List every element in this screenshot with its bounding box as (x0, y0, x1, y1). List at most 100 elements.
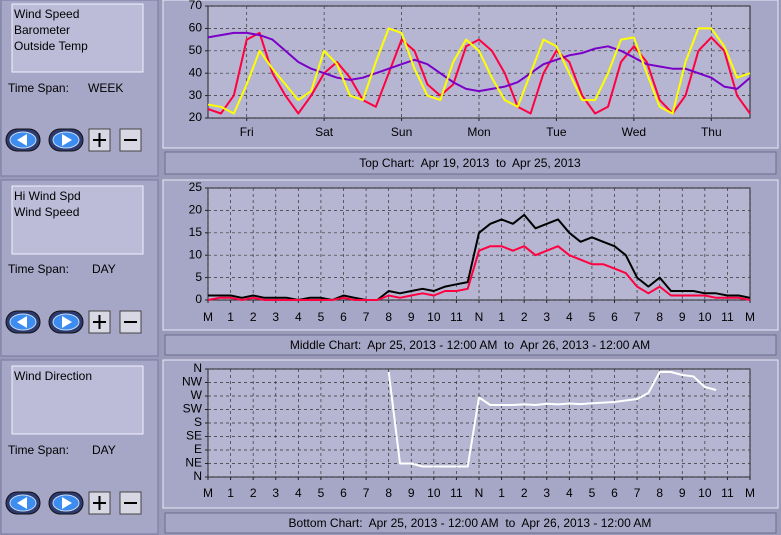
x-tick-label: Sun (391, 125, 412, 139)
y-tick-label: 50 (189, 43, 203, 57)
chart-caption: Bottom Chart: Apr 25, 2013 - 12:00 AM to… (289, 516, 652, 530)
zoom-out-button[interactable] (119, 491, 142, 515)
series-line (207, 31, 751, 93)
arrow-icon (62, 316, 72, 328)
arrow-icon (17, 316, 27, 328)
x-tick-label: 1 (227, 486, 234, 500)
y-tick-label: 30 (189, 88, 203, 102)
x-tick-label: 6 (611, 310, 618, 324)
time-span-label: Time Span: (8, 262, 69, 276)
x-tick-label: 3 (543, 486, 550, 500)
y-tick-label: E (194, 442, 202, 456)
x-tick-label: M (745, 486, 755, 500)
x-tick-label: 8 (385, 486, 392, 500)
x-tick-label: 5 (589, 310, 596, 324)
x-tick-label: Fri (240, 125, 254, 139)
time-span: DAY (92, 262, 116, 276)
x-tick-label: 7 (634, 310, 641, 324)
x-tick-label: 2 (521, 486, 528, 500)
x-tick-label: 2 (250, 486, 257, 500)
arrow-icon (17, 134, 27, 146)
x-tick-label: M (203, 310, 213, 324)
x-tick-label: Mon (467, 125, 490, 139)
x-tick-label: N (475, 310, 484, 324)
chart-caption: Top Chart: Apr 19, 2013 to Apr 25, 2013 (359, 156, 581, 170)
series-item: Wind Speed (14, 7, 79, 21)
x-tick-label: 9 (408, 486, 415, 500)
y-tick-label: 20 (189, 110, 203, 124)
y-tick-label: 5 (195, 270, 202, 284)
x-tick-label: 9 (679, 486, 686, 500)
x-tick-label: 8 (385, 310, 392, 324)
x-tick-label: 5 (589, 486, 596, 500)
time-span-label: Time Span: (8, 81, 69, 95)
series-line (207, 31, 751, 115)
x-tick-label: 4 (566, 310, 573, 324)
x-tick-label: 7 (634, 486, 641, 500)
x-tick-label: 10 (698, 486, 712, 500)
nav-forward-button[interactable] (48, 491, 84, 515)
zoom-out-button[interactable] (119, 310, 142, 334)
x-tick-label: N (475, 486, 484, 500)
series-item: Wind Direction (14, 369, 92, 383)
caption-bar (164, 334, 777, 356)
y-tick-label: N (193, 469, 202, 483)
x-tick-label: 3 (272, 310, 279, 324)
x-tick-label: 11 (721, 486, 734, 500)
series-list[interactable] (11, 185, 144, 255)
x-tick-label: 11 (450, 310, 463, 324)
series-item: Outside Temp (14, 39, 88, 53)
y-tick-label: 0 (195, 292, 202, 306)
zoom-in-button[interactable] (88, 128, 111, 152)
zoom-in-button[interactable] (88, 491, 111, 515)
x-tick-label: 4 (295, 310, 302, 324)
series-line (207, 27, 751, 115)
y-tick-label: SE (186, 429, 202, 443)
x-tick-label: 10 (427, 486, 441, 500)
x-tick-label: 9 (679, 310, 686, 324)
nav-back-button[interactable] (5, 128, 41, 152)
x-tick-label: 11 (721, 310, 734, 324)
arrow-icon (62, 497, 72, 509)
arrow-icon (62, 134, 72, 146)
buttons (5, 128, 142, 515)
y-tick-label: N (193, 361, 202, 375)
nav-back-button[interactable] (5, 310, 41, 334)
x-tick-label: 5 (318, 310, 325, 324)
x-tick-label: 6 (340, 486, 347, 500)
y-tick-label: SW (183, 402, 203, 416)
left-panels: Wind Speed Barometer Outside Temp Hi Win… (0, 0, 159, 535)
zoom-in-button[interactable] (88, 310, 111, 334)
x-tick-label: 3 (543, 310, 550, 324)
x-tick-label: 5 (318, 486, 325, 500)
series-list[interactable] (11, 3, 144, 73)
y-tick-label: 20 (189, 203, 203, 217)
y-tick-label: 70 (189, 0, 203, 12)
arrow-icon (17, 497, 27, 509)
nav-back-button[interactable] (5, 491, 41, 515)
caption-bar (164, 151, 777, 175)
x-tick-label: 7 (363, 310, 370, 324)
series-line (207, 245, 751, 301)
x-tick-label: 2 (250, 310, 257, 324)
x-tick-label: M (745, 310, 755, 324)
time-span-label: Time Span: (8, 443, 69, 457)
y-tick-label: 40 (189, 65, 203, 79)
zoom-out-button[interactable] (119, 128, 142, 152)
x-tick-label: 9 (408, 310, 415, 324)
x-tick-label: Sat (315, 125, 334, 139)
y-tick-label: 25 (189, 180, 203, 194)
nav-forward-button[interactable] (48, 310, 84, 334)
x-tick-label: 3 (272, 486, 279, 500)
y-tick-label: NE (185, 456, 202, 470)
nav-forward-button[interactable] (48, 128, 84, 152)
series-list[interactable] (11, 365, 144, 435)
y-tick-label: 10 (189, 247, 203, 261)
x-tick-label: 6 (611, 486, 618, 500)
x-tick-label: 2 (521, 310, 528, 324)
chart-caption: Middle Chart: Apr 25, 2013 - 12:00 AM to… (290, 338, 650, 352)
series-item: Barometer (14, 23, 70, 37)
